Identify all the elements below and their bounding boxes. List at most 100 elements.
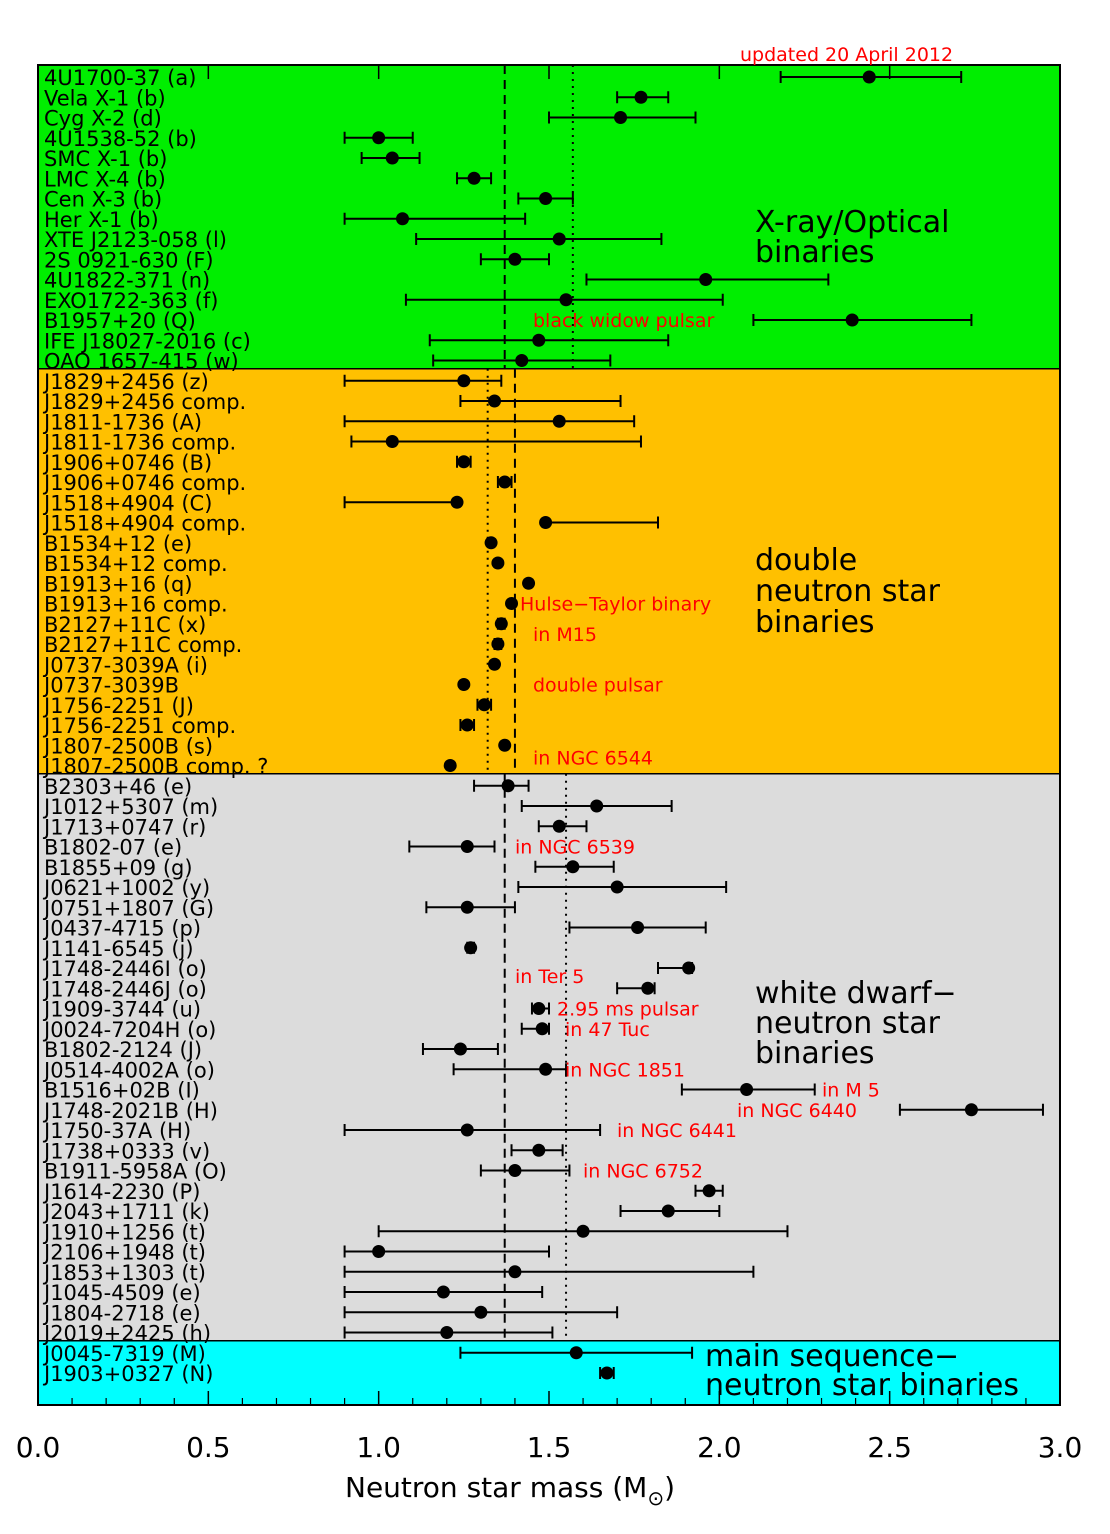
data-point — [682, 961, 696, 975]
annotation-note: in Ter 5 — [515, 966, 584, 988]
annotation-note: in NGC 6752 — [583, 1161, 703, 1183]
star-label: J1909-3744 (u) — [42, 998, 201, 1022]
data-point — [453, 1042, 467, 1056]
star-label: J0045-7319 (M) — [42, 1342, 206, 1366]
data-point — [515, 354, 529, 367]
star-label: J1748-2021B (H) — [42, 1099, 218, 1123]
data-point — [460, 840, 474, 853]
data-point — [491, 637, 505, 651]
star-label: J1750-37A (H) — [42, 1119, 191, 1143]
data-point — [539, 192, 553, 205]
data-point — [457, 455, 471, 469]
data-point — [552, 819, 566, 833]
data-point — [614, 111, 628, 124]
data-point — [440, 1326, 454, 1339]
x-axis-label-text: Neutron star mass (M — [345, 1471, 647, 1504]
data-point — [552, 232, 566, 246]
group-label-line: binaries — [755, 605, 875, 640]
star-label: J0514-4002A (o) — [42, 1058, 215, 1082]
star-label: B1913+16 comp. — [44, 593, 228, 617]
x-axis-label-close: ) — [664, 1471, 675, 1504]
data-point — [498, 738, 512, 752]
star-label: J0621+1002 (y) — [42, 876, 210, 900]
group-label-line: double — [755, 543, 857, 578]
star-label: B1855+09 (g) — [44, 856, 193, 880]
x-tick-label: 0.0 — [16, 1431, 61, 1464]
annotation-note: in 47 Tuc — [565, 1019, 650, 1041]
annotation-note: black widow pulsar — [533, 310, 714, 332]
data-point — [436, 1285, 450, 1299]
star-label: J2106+1948 (t) — [42, 1241, 206, 1265]
x-tick-label: 1.5 — [527, 1431, 572, 1464]
data-point — [477, 698, 491, 712]
x-axis-label: Neutron star mass (M⊙) — [345, 1471, 675, 1510]
data-point — [498, 475, 512, 489]
update-note: updated 20 April 2012 — [740, 44, 953, 66]
star-label: J1906+0746 comp. — [42, 471, 246, 495]
annotation-note: in NGC 6441 — [617, 1120, 737, 1142]
star-label: J1045-4509 (e) — [42, 1281, 201, 1305]
data-point — [845, 313, 859, 327]
group-label-line: neutron star — [755, 574, 941, 609]
star-label: J1141-6545 (j) — [42, 937, 194, 961]
data-point — [487, 657, 501, 671]
band-2 — [37, 773, 1061, 1342]
star-label: 2S 0921-630 (F) — [44, 248, 214, 272]
star-label: J1614-2230 (P) — [42, 1180, 200, 1204]
star-label: B1802-07 (e) — [44, 836, 182, 860]
data-point — [508, 1265, 522, 1279]
plot-frame — [37, 64, 1061, 1406]
star-label: 4U1822-371 (n) — [44, 269, 210, 293]
star-label: 4U1700-37 (a) — [44, 66, 196, 90]
group-label-line: neutron star binaries — [705, 1368, 1019, 1403]
x-tick-label: 0.5 — [186, 1431, 231, 1464]
star-label: SMC X-1 (b) — [44, 147, 167, 171]
star-label: B1534+12 (e) — [44, 532, 192, 556]
data-point — [964, 1103, 978, 1117]
data-point — [457, 374, 471, 388]
data-point — [460, 900, 474, 914]
star-label: J1807-2500B (s) — [42, 734, 213, 758]
data-point — [634, 90, 648, 104]
data-point — [464, 941, 478, 955]
annotations: black widow pulsar Hulse−Taylor binary in … — [515, 310, 880, 1183]
group-label-line: neutron star — [755, 1006, 941, 1041]
data-point — [566, 860, 580, 874]
data-point — [505, 597, 519, 610]
data-point — [474, 1305, 488, 1319]
data-point — [494, 617, 508, 631]
star-label: Cyg X-2 (d) — [44, 107, 162, 131]
data-point — [484, 536, 498, 550]
star-label: B2127+11C comp. — [44, 633, 242, 657]
data-point — [508, 1164, 522, 1177]
annotation-note: in NGC 6440 — [737, 1100, 857, 1122]
data-point — [522, 576, 536, 590]
star-label: J1807-2500B comp. ? — [42, 755, 268, 779]
data-point — [576, 1224, 590, 1238]
star-label: J1853+1303 (t) — [42, 1261, 206, 1285]
annotation-note: Hulse−Taylor binary — [520, 594, 711, 616]
x-axis: 0.0 0.5 1.0 1.5 2.0 2.5 3.0 — [16, 64, 1083, 1464]
star-label: J1910+1256 (t) — [42, 1220, 206, 1244]
data-point — [532, 333, 546, 347]
annotation-note: in NGC 6539 — [515, 837, 635, 859]
group-label-line: white dwarf− — [755, 976, 957, 1011]
star-label: J1756-2251 comp. — [42, 714, 236, 738]
data-point — [702, 1184, 716, 1198]
data-point — [491, 556, 505, 570]
x-tick-label: 3.0 — [1038, 1431, 1083, 1464]
star-label: EXO1722-363 (f) — [44, 289, 218, 313]
star-label: J1518+4904 (C) — [42, 491, 212, 515]
star-label: LMC X-4 (b) — [44, 167, 166, 191]
star-label: XTE J2123-058 (l) — [44, 228, 227, 252]
star-label: J2019+2425 (h) — [42, 1322, 211, 1346]
star-label: Cen X-3 (b) — [44, 188, 162, 212]
star-label: J0737-3039A (i) — [42, 653, 208, 677]
star-label: J1012+5307 (m) — [42, 795, 218, 819]
data-point — [396, 212, 410, 226]
star-label: B2127+11C (x) — [44, 613, 206, 637]
data-point — [590, 799, 604, 813]
star-label: B1913+16 (q) — [44, 572, 193, 596]
